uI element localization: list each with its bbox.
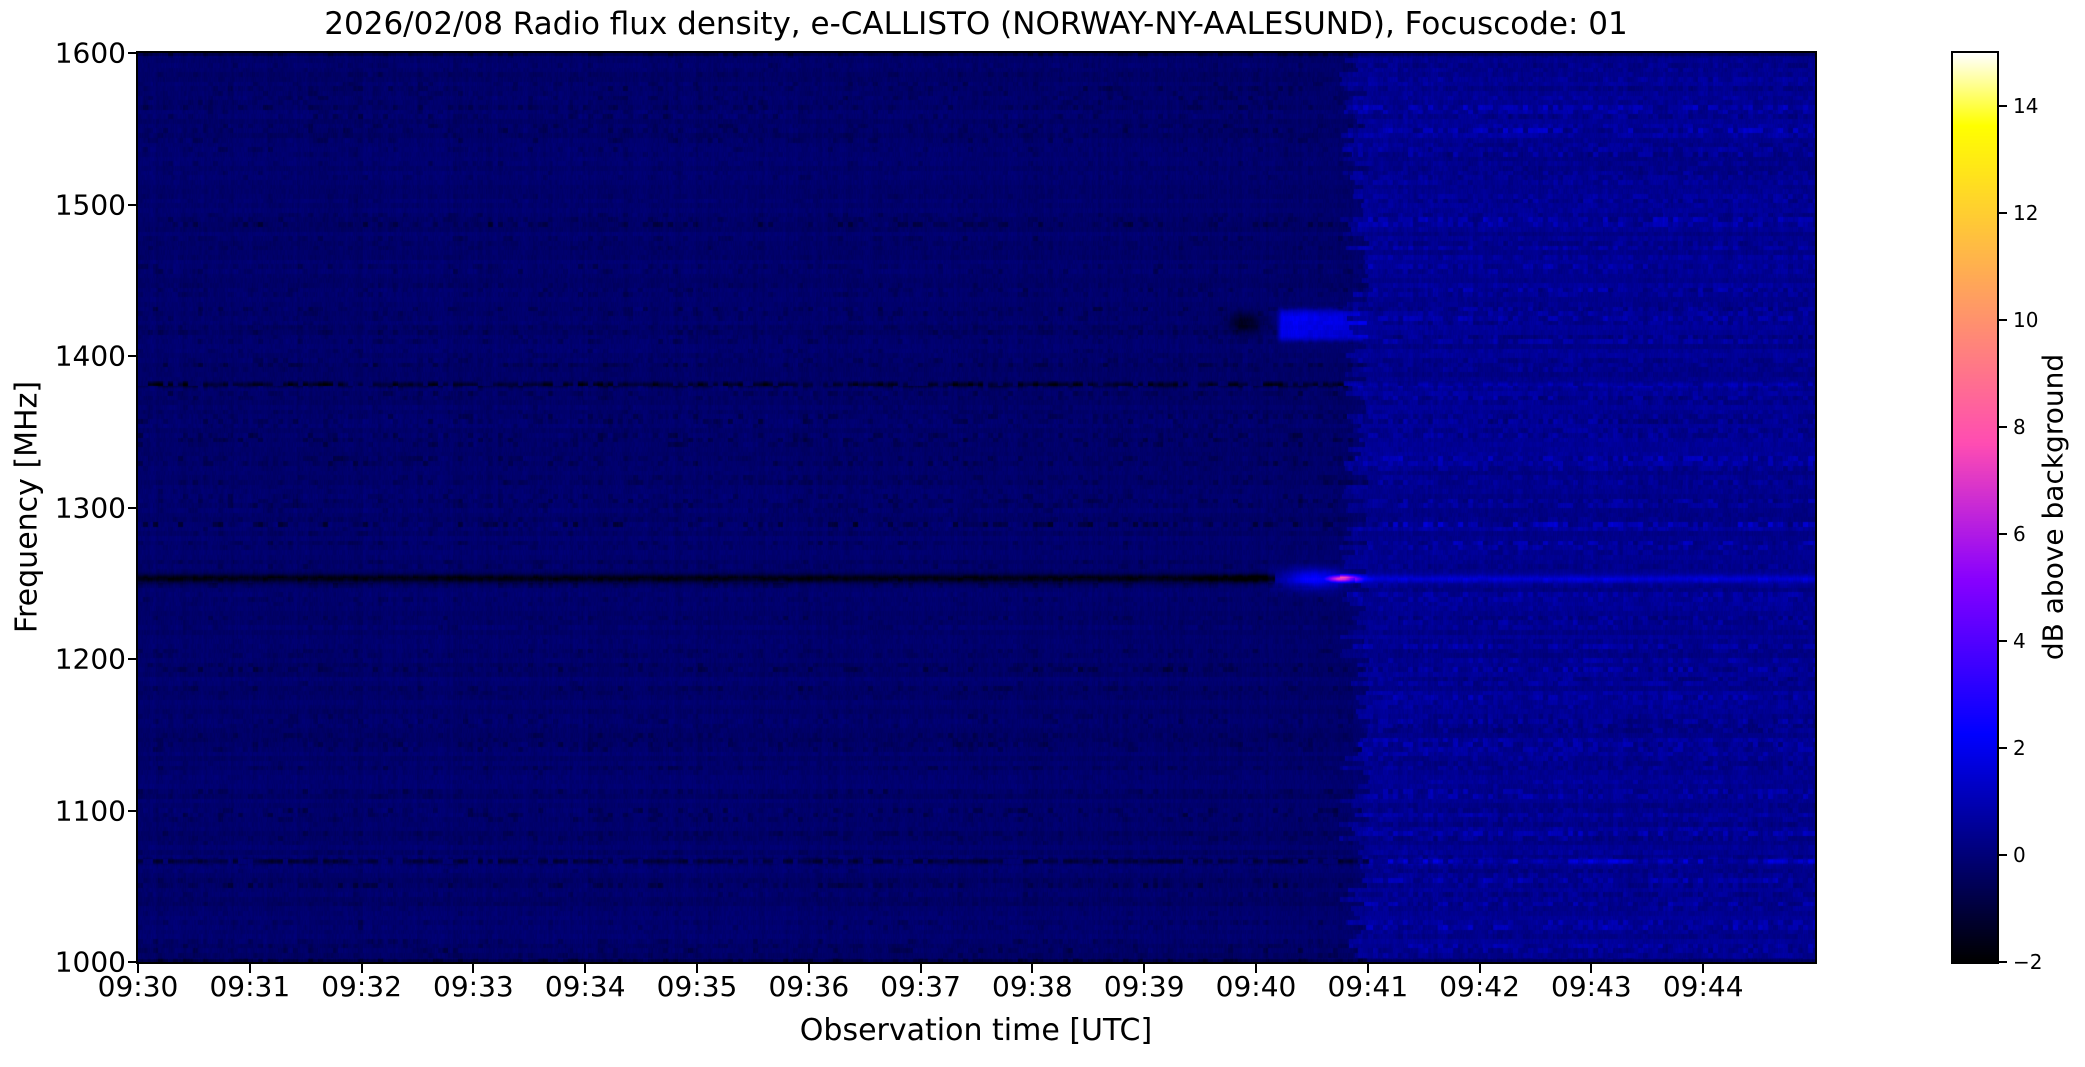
x-tick-mark [1366,964,1369,973]
x-tick-label: 09:39 [1103,970,1185,1003]
x-tick-label: 09:31 [209,970,291,1003]
y-tick-mark [128,658,137,660]
y-tick-mark [128,52,137,54]
y-axis-label: Frequency [MHz] [9,380,45,634]
colorbar-tick-label: 10 [2013,308,2039,333]
y-tick-mark [128,506,137,509]
colorbar-tick-mark [1999,747,2007,750]
chart-title: 2026/02/08 Radio flux density, e-CALLIST… [324,6,1628,42]
colorbar-tick-label: −2 [2013,950,2043,974]
colorbar-tick-label: 6 [2013,522,2026,547]
x-tick-label: 09:36 [768,970,850,1003]
x-tick-mark [1143,964,1146,973]
x-tick-label: 09:43 [1551,970,1632,1003]
x-tick-label: 09:42 [1439,970,1520,1003]
x-tick-mark [472,964,475,973]
y-tick-mark [128,355,137,357]
colorbar-label: dB above background [2036,353,2070,661]
x-tick-mark [137,964,139,973]
x-tick-mark [1031,964,1034,973]
colorbar-tick-mark [1999,961,2007,963]
x-tick-mark [248,964,251,973]
x-tick-mark [1255,964,1257,973]
y-tick-label: 1500 [54,188,126,221]
colorbar-tick-mark [1999,640,2007,643]
colorbar [1953,53,1997,962]
y-tick-label: 1400 [54,339,126,373]
colorbar-tick-mark [1999,105,2007,108]
colorbar-tick-mark [1999,212,2007,215]
colorbar-tick-label: 8 [2013,415,2026,440]
y-tick-label: 1300 [54,491,126,524]
x-tick-mark [919,964,922,973]
y-tick-label: 1200 [54,642,126,676]
plot-frame [136,51,1817,964]
x-tick-mark [1702,964,1705,973]
x-tick-label: 09:35 [656,970,738,1003]
x-axis-label: Observation time [UTC] [799,1013,1153,1048]
colorbar-tick-mark [1999,533,2007,536]
x-tick-label: 09:32 [321,970,402,1003]
y-tick-label: 1100 [54,794,126,827]
x-tick-label: 09:40 [1215,970,1297,1003]
x-tick-mark [696,964,698,973]
x-tick-mark [1478,964,1481,973]
x-tick-label: 09:44 [1662,970,1744,1003]
colorbar-tick-label: 14 [2013,94,2039,119]
colorbar-tick-label: 2 [2013,736,2026,761]
colorbar-tick-mark [1999,854,2007,857]
y-tick-label: 1000 [54,945,126,979]
colorbar-tick-mark [1999,319,2007,322]
spectrogram-plot [138,53,1815,962]
x-tick-mark [807,964,810,973]
x-tick-mark [360,964,363,973]
x-tick-mark [1590,964,1593,973]
x-tick-label: 09:30 [97,970,179,1003]
x-tick-label: 09:34 [544,970,626,1003]
colorbar-tick-mark [1999,426,2007,429]
x-tick-label: 09:38 [992,970,1073,1003]
x-tick-label: 09:37 [880,970,961,1003]
colorbar-tick-label: 0 [2013,843,2026,868]
y-tick-mark [128,961,137,963]
y-tick-mark [128,809,137,812]
colorbar-tick-label: 12 [2013,201,2039,226]
y-tick-mark [128,203,137,206]
y-tick-label: 1600 [54,36,126,70]
x-tick-mark [584,964,587,973]
x-tick-label: 09:33 [433,970,514,1003]
colorbar-frame [1951,51,1999,964]
x-tick-label: 09:41 [1327,970,1409,1003]
colorbar-tick-label: 4 [2013,629,2026,654]
